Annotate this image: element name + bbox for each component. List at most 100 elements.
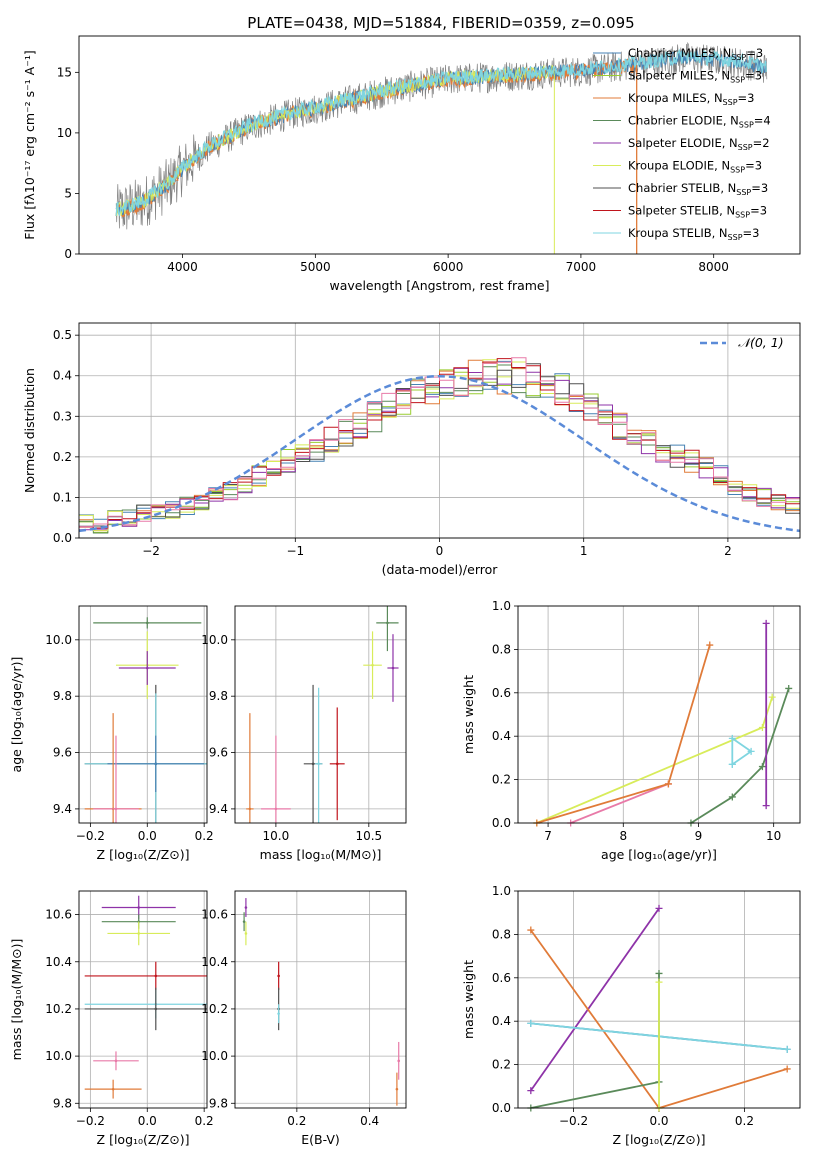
mass-weight-marker [762, 802, 770, 810]
mass-weight-marker [527, 1019, 535, 1027]
legend-label: Salpeter MILES, NSSP=3 [628, 69, 762, 85]
legend-label-sub: SSP [738, 143, 753, 152]
mass-weight-line [570, 783, 669, 823]
y-tick-label: 15 [57, 65, 72, 79]
model-spectrum-line [115, 58, 638, 218]
y-axis-label: mass weight [461, 960, 476, 1039]
legend-label-suffix: =3 [745, 159, 762, 173]
x-axis-label: Z [log₁₀(Z/Z⊙)] [97, 847, 190, 862]
mass-weight-line [690, 688, 790, 823]
legend-label-suffix: =3 [750, 204, 767, 218]
legend-label-main: Kroupa STELIB, N [628, 226, 728, 240]
errorbar-point [244, 906, 248, 909]
x-tick-label: 8 [619, 829, 627, 843]
errorbar-point [244, 932, 248, 935]
x-tick-label: 0.2 [195, 1114, 214, 1128]
legend-label-suffix: =3 [746, 46, 763, 60]
mass-weight-marker [527, 1087, 535, 1095]
legend-label: Salpeter STELIB, NSSP=3 [628, 204, 767, 220]
legend-label-suffix: =3 [738, 91, 755, 105]
axes-frame [234, 890, 407, 1109]
legend-label-suffix: =2 [753, 136, 770, 150]
legend-label-main: Kroupa MILES, N [628, 91, 723, 105]
massweight_vs_Z-panel: −0.2 0.0 0.2 0.0 0.2 0.4 0.6 0.8 1.0 Z [log₁₀(Z/Z… [461, 884, 801, 1147]
mass-weight-marker [762, 619, 770, 627]
y-tick-label: 1.0 [492, 599, 511, 613]
legend-label-suffix: =3 [743, 226, 760, 240]
errorbar-point [386, 621, 389, 625]
mass-weight-marker [747, 747, 755, 755]
legend-label-sub: SSP [730, 166, 745, 175]
y-tick-label: 0.0 [53, 531, 72, 545]
y-tick-label: 10.0 [45, 633, 72, 647]
y-tick-label: 10.0 [201, 633, 228, 647]
legend-label-main: Kroupa ELODIE, N [628, 159, 730, 173]
legend-label-sub: SSP [731, 53, 746, 62]
errorbar-point [137, 906, 141, 909]
errorbar-point [114, 1059, 118, 1063]
y-tick-label: 10.6 [45, 908, 72, 922]
x-axis-label: mass [log₁₀(M/M⊙)] [260, 847, 382, 862]
residual-histogram-line [79, 364, 800, 534]
mass-weight-marker [655, 978, 663, 986]
x-tick-label: 0.4 [360, 1114, 379, 1128]
residual-histogram-line [79, 357, 800, 528]
y-tick-label: 10.4 [201, 955, 228, 969]
x-tick-label: 0.0 [138, 1114, 157, 1128]
x-axis-label: Z [log₁₀(Z/Z⊙)] [613, 1132, 706, 1147]
x-tick-label: 5000 [300, 260, 331, 274]
legend-label-sub: SSP [723, 98, 738, 107]
x-tick-label: 10 [766, 829, 781, 843]
x-tick-label: 6000 [433, 260, 464, 274]
legend-label-suffix: =4 [754, 114, 771, 128]
y-tick-label: 0.4 [53, 369, 72, 383]
errorbar-point [145, 621, 149, 625]
y-tick-label: 9.8 [209, 1096, 228, 1110]
y-tick-label: 9.8 [53, 689, 72, 703]
mass-weight-marker [783, 1045, 791, 1053]
legend-label-main: Chabrier STELIB, N [628, 181, 736, 195]
errorbar-point [154, 1007, 158, 1011]
x-axis-label: wavelength [Angstrom, rest frame] [329, 278, 549, 293]
x-tick-label: 7000 [566, 260, 597, 274]
x-tick-label: −0.2 [559, 1114, 588, 1128]
errorbar-point [391, 666, 395, 670]
y-tick-label: 9.8 [209, 689, 228, 703]
y-axis-label: Normed distribution [22, 368, 37, 493]
mass-weight-line [530, 907, 660, 1092]
mass-weight-line [530, 973, 660, 1108]
legend-label-sub: SSP [728, 233, 743, 242]
axes-frame [234, 605, 407, 824]
mass-weight-line [731, 736, 753, 766]
legend-label: Kroupa STELIB, NSSP=3 [628, 226, 759, 242]
x-tick-label: 9 [695, 829, 703, 843]
mass-weight-marker [655, 969, 663, 977]
y-tick-label: 0.3 [53, 409, 72, 423]
age_vs_Z-panel: −0.2 0.0 0.2 9.4 9.6 9.8 10.0 Z [log₁₀(Z/Z⊙)] ag… [9, 605, 214, 862]
mass-weight-marker [728, 793, 736, 801]
x-axis-label: (data-model)/error [382, 562, 499, 577]
mass-weight-marker [655, 904, 663, 912]
errorbar-point [111, 1087, 115, 1091]
x-tick-label: 1 [580, 544, 588, 558]
legend-label-main: Salpeter STELIB, N [628, 204, 735, 218]
y-tick-label: 0.2 [492, 1058, 511, 1072]
y-tick-label: 10.4 [45, 955, 72, 969]
y-tick-label: 0.4 [492, 1014, 511, 1028]
mass-weight-marker [768, 693, 776, 701]
spectrum-panel: 4000 5000 6000 7000 8000 0 5 10 15 wavelength [An… [22, 35, 801, 293]
mass-weight-marker [706, 641, 714, 649]
y-tick-label: 9.4 [209, 802, 228, 816]
mass-weight-marker [783, 1065, 791, 1073]
legend-label-suffix: =3 [745, 69, 762, 83]
legend-label-main: Salpeter ELODIE, N [628, 136, 738, 150]
errorbar-point [154, 974, 158, 978]
errorbar-point [395, 1087, 399, 1091]
errorbar-point [397, 1059, 401, 1063]
y-tick-label: 0.6 [492, 686, 511, 700]
legend-label: Salpeter ELODIE, NSSP=2 [628, 136, 770, 152]
y-tick-label: 10.2 [45, 1002, 72, 1016]
axes-frame [78, 890, 208, 1109]
